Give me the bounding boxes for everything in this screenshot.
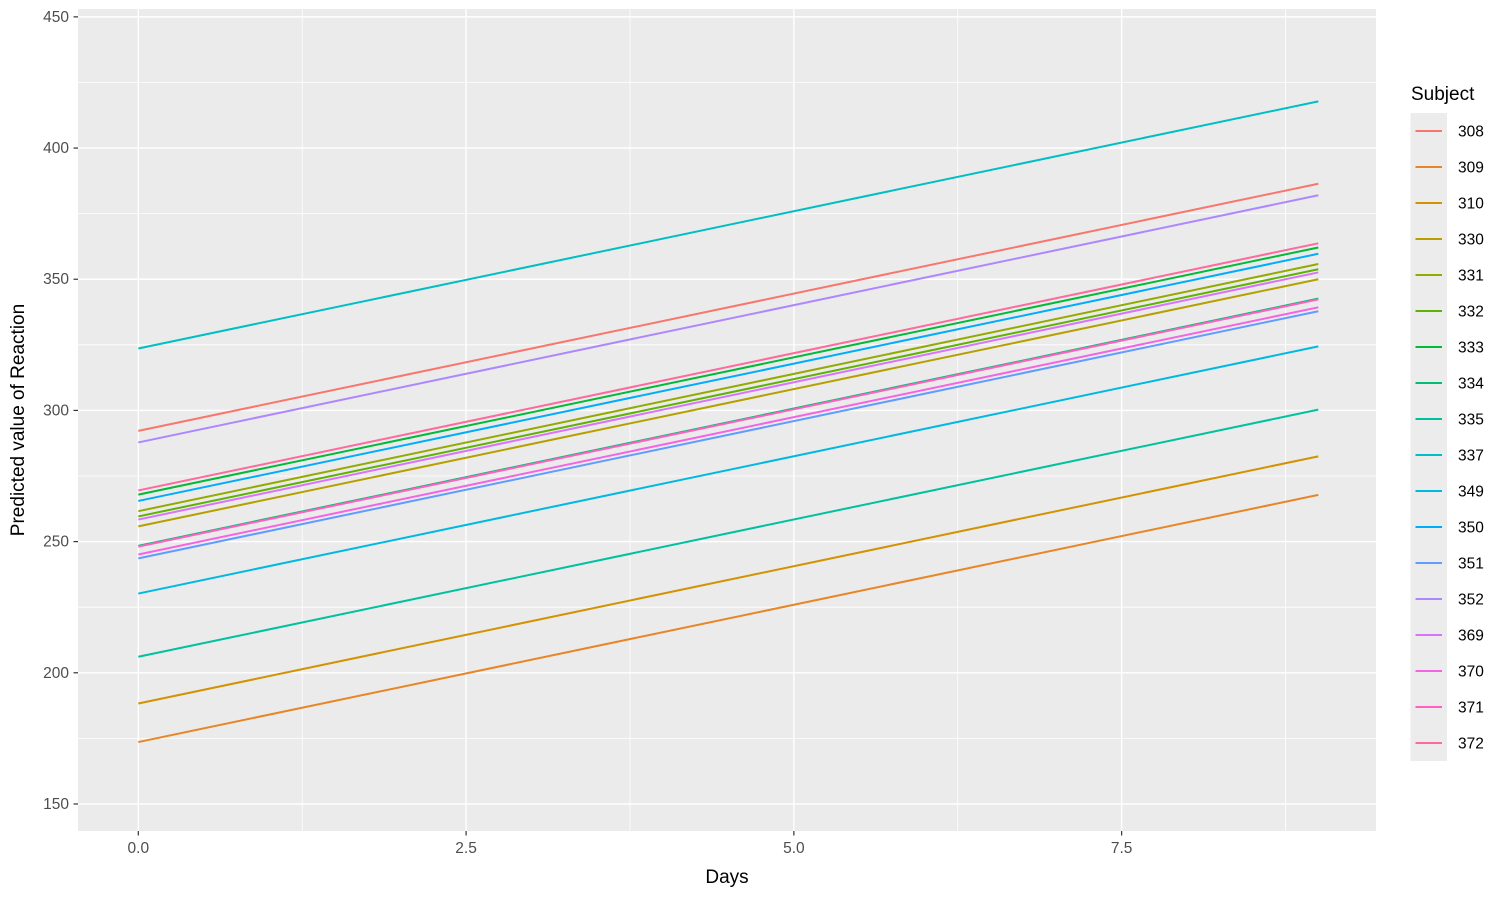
legend-key-strip: [1410, 113, 1447, 761]
y-tick-label: 400: [43, 140, 69, 157]
series-line-371: [138, 298, 1319, 548]
y-tick-label: 150: [43, 796, 69, 813]
series-line-331: [138, 263, 1319, 513]
series-line-372: [138, 242, 1319, 492]
legend-item-label-352: 352: [1458, 592, 1484, 609]
y-tick-label: 200: [43, 665, 69, 682]
axes: 0.0 2.5 5.0 7.5 150 200 250 300 350 400 450: [43, 9, 1132, 857]
x-tick-label: 7.5: [1111, 840, 1133, 857]
series-line-310: [138, 455, 1319, 705]
legend: 308 309 310 330 331 332 333 334 335 337 349 350 351 3…: [1410, 113, 1484, 761]
series-line-349: [138, 345, 1319, 595]
legend-item-label-335: 335: [1458, 412, 1484, 429]
legend-item-label-371: 371: [1458, 700, 1484, 717]
legend-item-label-309: 309: [1458, 160, 1484, 177]
legend-item-label-351: 351: [1458, 556, 1484, 573]
legend-item-label-369: 369: [1458, 628, 1484, 645]
series-line-332: [138, 268, 1319, 518]
legend-item-label-372: 372: [1458, 736, 1484, 753]
legend-item-label-331: 331: [1458, 268, 1484, 285]
legend-item-label-330: 330: [1458, 232, 1484, 249]
y-tick-label: 300: [43, 402, 69, 419]
series-line-370: [138, 306, 1319, 556]
series-line-330: [138, 278, 1319, 528]
series-line-335: [138, 408, 1319, 658]
legend-title: Subject: [1411, 84, 1475, 105]
x-tick-label: 0.0: [128, 840, 150, 857]
series-line-309: [138, 493, 1319, 744]
x-tick-label: 5.0: [783, 840, 805, 857]
series-line-350: [138, 252, 1319, 502]
series-line-352: [138, 194, 1319, 444]
legend-item-label-333: 333: [1458, 340, 1484, 357]
y-tick-label: 350: [43, 271, 69, 288]
x-tick-label: 2.5: [455, 840, 477, 857]
series-line-351: [138, 310, 1319, 560]
plot-panel: [78, 9, 1376, 831]
legend-item-label-337: 337: [1458, 448, 1484, 465]
legend-item-label-332: 332: [1458, 304, 1484, 321]
series-line-369: [138, 271, 1319, 521]
legend-item-label-310: 310: [1458, 196, 1484, 213]
y-axis-title: Predicted value of Reaction: [8, 304, 29, 536]
legend-item-label-350: 350: [1458, 520, 1484, 537]
series-line-337: [138, 100, 1319, 350]
panel-background: [78, 9, 1376, 831]
series-line-333: [138, 246, 1319, 496]
series-line-308: [138, 182, 1319, 432]
legend-item-label-370: 370: [1458, 664, 1484, 681]
x-axis-title: Days: [705, 867, 748, 888]
series-lines: [138, 100, 1319, 744]
legend-item-label-308: 308: [1458, 124, 1484, 141]
y-tick-label: 450: [43, 9, 69, 26]
legend-item-label-349: 349: [1458, 484, 1484, 501]
legend-item-label-334: 334: [1458, 376, 1484, 393]
y-tick-label: 250: [43, 534, 69, 551]
